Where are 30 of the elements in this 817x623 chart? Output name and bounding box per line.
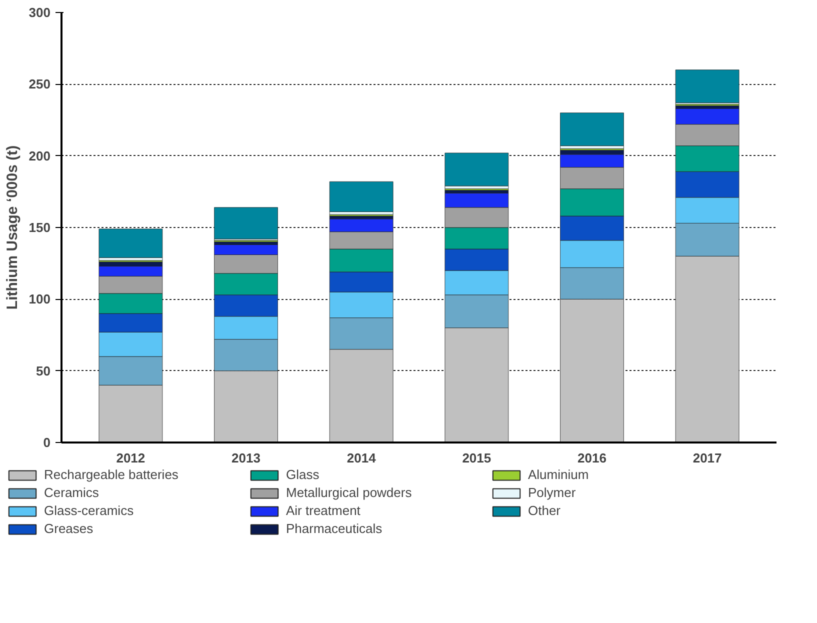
y-tick-label: 150	[28, 220, 51, 235]
bar	[98, 228, 163, 258]
x-tick-label: 2012	[116, 450, 146, 466]
legend-label: Glass	[286, 467, 320, 482]
bar	[214, 207, 278, 240]
legend-label: Air treatment	[286, 503, 362, 518]
x-tick-label: 2013	[232, 450, 260, 466]
legend-label: Rechargeable batteries	[44, 467, 180, 482]
y-tick-label: 0	[43, 435, 51, 450]
x-tick-label: 2015	[462, 450, 492, 466]
x-tick-label: 2016	[578, 450, 606, 466]
bar	[560, 112, 624, 146]
legend-label: Aluminium	[528, 467, 590, 482]
y-tick-label: 250	[28, 76, 51, 92]
bar	[329, 181, 394, 212]
legend-label: Pharmaceuticals	[286, 521, 384, 536]
bar	[444, 152, 509, 186]
y-axis-title: Lithium Usage ‘000s (t)	[4, 145, 21, 310]
legend-label: Glass-ceramics	[44, 503, 135, 518]
legend-label: Other	[528, 503, 562, 518]
legend-label: Ceramics	[44, 485, 100, 500]
legend-label: Metallurgical powders	[286, 485, 413, 500]
legend-label: Greases	[44, 521, 94, 536]
y-tick-label: 100	[28, 292, 51, 307]
legend-label: Polymer	[528, 485, 577, 500]
y-tick-label: 300	[28, 5, 51, 20]
x-tick-label: 2014	[346, 450, 377, 466]
y-tick-label: 200	[28, 148, 51, 164]
y-tick-label: 50	[36, 363, 51, 378]
x-tick-label: 2017	[692, 450, 722, 466]
